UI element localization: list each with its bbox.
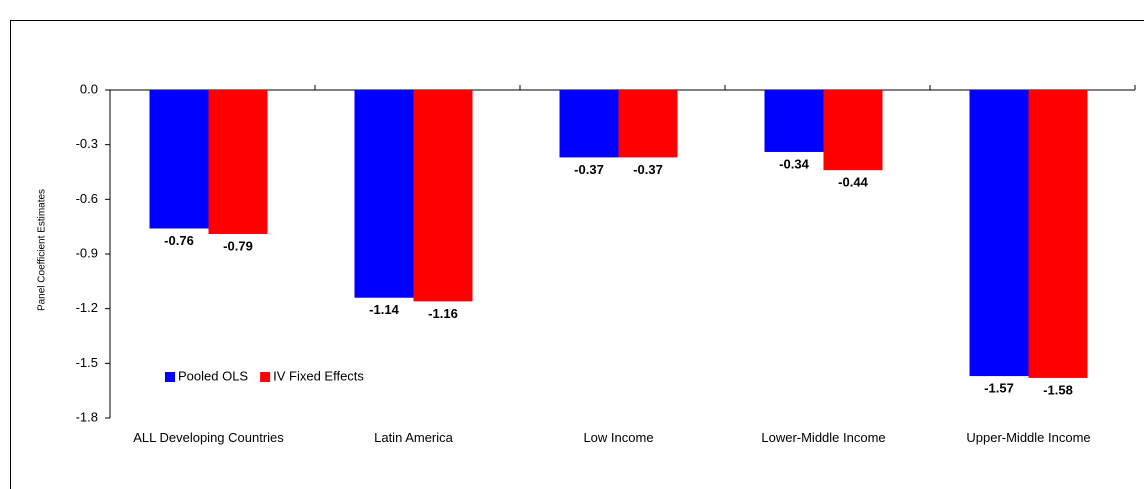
y-tick-label: -1.5 xyxy=(76,355,98,370)
x-tick-label: Latin America xyxy=(374,430,453,445)
data-label: -0.79 xyxy=(223,238,253,253)
legend-label: Pooled OLS xyxy=(178,368,248,383)
data-label: -1.14 xyxy=(369,302,399,317)
bar xyxy=(149,90,209,229)
y-tick-label: -0.6 xyxy=(76,191,98,206)
legend-swatch xyxy=(165,372,175,382)
y-tick-label: -1.8 xyxy=(76,409,98,424)
data-label: -1.58 xyxy=(1043,382,1073,397)
data-label: -1.16 xyxy=(428,306,458,321)
data-label: -0.34 xyxy=(779,156,809,171)
y-tick-label: -0.3 xyxy=(76,136,98,151)
data-label: -0.76 xyxy=(164,233,194,248)
data-label: -0.37 xyxy=(574,162,604,177)
bar xyxy=(618,90,678,158)
legend-swatch xyxy=(260,372,271,382)
x-tick-label: Upper-Middle Income xyxy=(966,430,1091,445)
x-tick-label: ALL Developing Countries xyxy=(133,430,284,445)
data-label: -0.44 xyxy=(838,175,868,190)
bar xyxy=(559,90,619,158)
bar xyxy=(208,90,268,234)
bar xyxy=(969,90,1029,377)
y-tick-label: -1.2 xyxy=(76,300,98,315)
bar xyxy=(354,90,414,298)
bar xyxy=(413,90,473,302)
y-tick-label: 0.0 xyxy=(80,81,98,96)
y-axis-label: Panel Coefficient Estimates xyxy=(37,189,48,311)
chart-frame xyxy=(10,20,1144,489)
x-tick-label: Low Income xyxy=(583,430,654,445)
bar xyxy=(1028,90,1088,378)
x-tick-label: Lower-Middle Income xyxy=(761,430,886,445)
bar xyxy=(764,90,824,152)
bar xyxy=(823,90,883,171)
data-label: -0.37 xyxy=(633,162,663,177)
legend-label: IV Fixed Effects xyxy=(273,368,364,383)
y-tick-label: -0.9 xyxy=(76,245,98,260)
data-label: -1.57 xyxy=(984,381,1014,396)
